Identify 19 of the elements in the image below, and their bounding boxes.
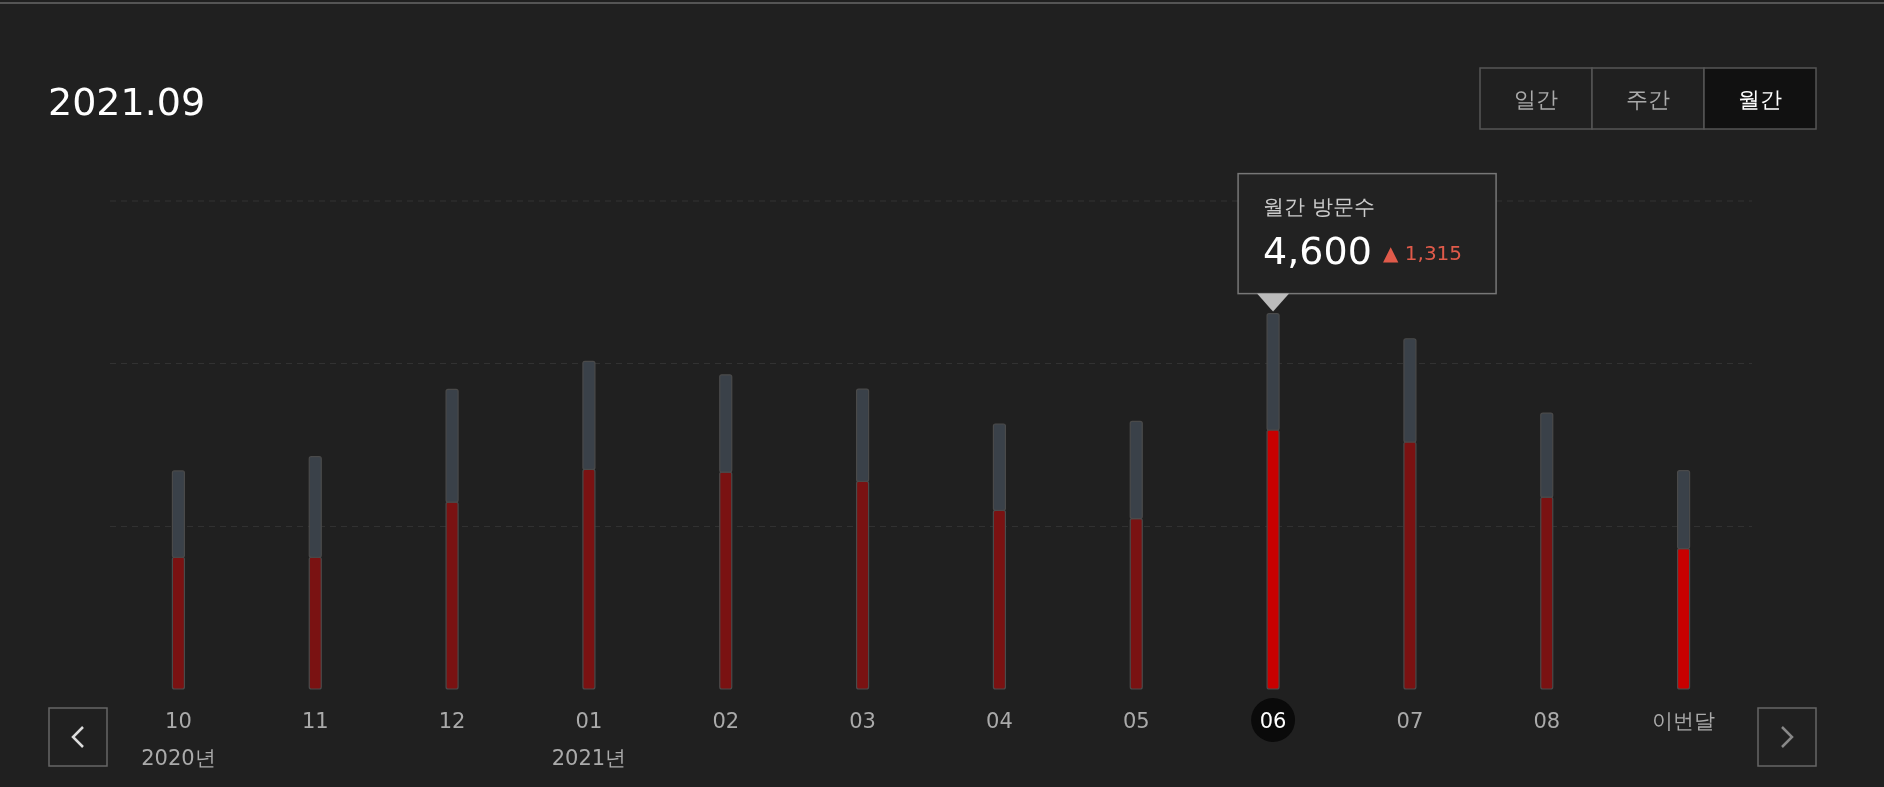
x-tick-label: 06 <box>1259 709 1287 733</box>
text: 월간 방문수 <box>1263 194 1375 219</box>
chart-title: 2021.09 <box>48 80 206 124</box>
x-tick-label: 01 2021년 <box>551 709 627 770</box>
x-tick-label: 이번달 <box>1652 709 1716 733</box>
text: ▲ 1,315 <box>1383 240 1463 265</box>
x-tick-label: 03 <box>849 709 876 733</box>
x-tick-label: 11 <box>301 709 329 733</box>
x-tick-label: 04 <box>986 709 1013 733</box>
x-tick-label: 10 2020년 <box>141 709 216 770</box>
x-tick-label: 02 <box>712 709 740 733</box>
text: 주간 <box>1626 87 1670 112</box>
text: 일간 <box>1514 87 1558 112</box>
x-tick-label: 12 <box>438 709 466 733</box>
x-tick-label: 08 <box>1533 709 1561 733</box>
x-tick-label: 07 <box>1396 709 1424 733</box>
text: 월간 <box>1738 87 1782 112</box>
annotation: 4,600 <box>1263 228 1372 273</box>
x-tick-label: 05 <box>1122 709 1150 733</box>
